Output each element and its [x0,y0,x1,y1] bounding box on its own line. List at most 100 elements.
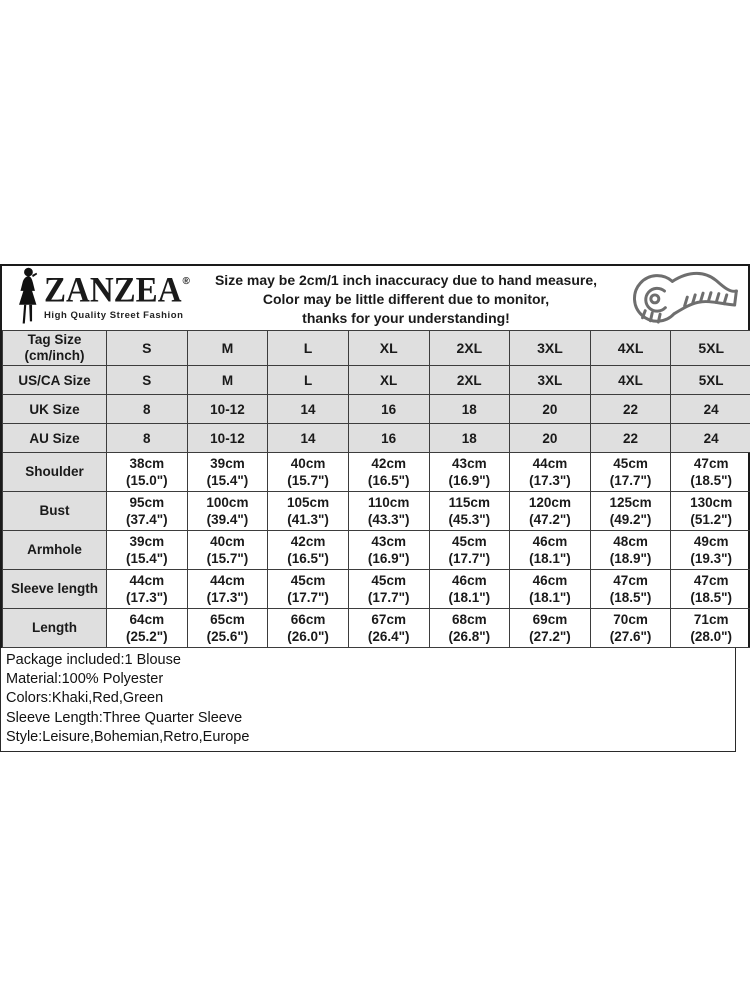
table-cell: 43cm (16.9") [428,452,511,492]
table-cell: 18 [428,423,511,453]
note-line: Package included:1 Blouse [6,652,181,668]
table-cell: 120cm (47.2") [509,491,591,531]
table-row: Length 64cm (25.2") 65cm (25.6") 66cm (26.0… [2,608,750,648]
table-row: US/CA Size S M L XL 2XL 3XL 4XL 5XL [2,365,750,395]
row-label: AU Size [2,423,107,453]
table-cell: 22 [589,394,672,424]
table-cell: 49cm (19.3") [670,530,750,570]
table-cell: 45cm (17.7") [347,569,430,609]
row-label: Length [2,608,107,648]
table-cell: 3XL [509,365,591,395]
table-cell: 115cm (45.3") [428,491,511,531]
row-label: Tag Size (cm/inch) [2,330,107,366]
table-cell: 45cm (17.7") [267,569,349,609]
table-cell: 43cm (16.9") [347,530,430,570]
table-cell: 100cm (39.4") [186,491,269,531]
table-cell: L [267,330,349,366]
size-table-body: Tag Size (cm/inch) S M L XL 2XL 3XL 4XL 5XL US/CA… [2,330,750,648]
table-cell: 40cm (15.7") [186,530,269,570]
table-cell: XL [347,365,430,395]
table-cell: 46cm (18.1") [509,530,591,570]
note-line: Style:Leisure,Bohemian,Retro,Europe [6,728,250,745]
header-strip: ZANZEA ® High Quality Street Fashion Siz… [2,266,748,330]
row-label: Armhole [2,530,107,570]
table-cell: 20 [509,394,591,424]
table-cell: 95cm (37.4") [106,491,188,531]
table-cell: 48cm (18.9") [589,530,672,570]
table-cell: 39cm (15.4") [186,452,269,492]
table-cell: 20 [509,423,591,453]
table-cell: 10-12 [186,394,269,424]
table-cell: 18 [428,394,511,424]
note-line: Material:100% Polyester [6,671,164,688]
table-cell: 10-12 [186,423,269,453]
table-row: UK Size 8 10-12 14 16 18 20 22 24 [2,394,750,424]
table-cell: 47cm (18.5") [670,452,750,492]
table-cell: 110cm (43.3") [347,491,430,531]
table-cell: 14 [267,423,349,453]
disclaimer-text: Size may be 2cm/1 inch inaccuracy due to… [210,269,602,328]
table-cell: 24 [670,394,750,424]
logo-text: ZANZEA ® High Quality Street Fashion [44,270,190,321]
table-cell: 44cm (17.3") [509,452,591,492]
table-cell: 46cm (18.1") [428,569,511,609]
table-cell: 71cm (28.0") [670,608,750,648]
size-table: Tag Size (cm/inch) S M L XL 2XL 3XL 4XL 5XL US/CA… [2,330,750,648]
table-cell: 105cm (41.3") [267,491,349,531]
table-row: Armhole 39cm (15.4") 40cm (15.7") 42cm (16.… [2,530,750,570]
table-cell: 3XL [509,330,591,366]
measuring-tape-icon [602,268,748,328]
registered-mark: ® [182,275,190,287]
table-cell: L [267,365,349,395]
table-cell: 45cm (17.7") [589,452,672,492]
brand-name: ZANZEA [44,270,182,310]
table-cell: 4XL [589,365,672,395]
table-cell: 39cm (15.4") [106,530,188,570]
table-cell: 65cm (25.6") [186,608,269,648]
chart-panel: ZANZEA ® High Quality Street Fashion Siz… [0,264,750,648]
table-cell: 69cm (27.2") [509,608,591,648]
notes-list: Package included:1 Blouse Material:100% P… [0,648,736,753]
table-cell: 8 [106,394,188,424]
table-cell: 42cm (16.5") [347,452,430,492]
table-cell: 22 [589,423,672,453]
table-cell: 44cm (17.3") [186,569,269,609]
row-label: Bust [2,491,107,531]
table-cell: 70cm (27.6") [589,608,672,648]
table-cell: 130cm (51.2") [670,491,750,531]
table-cell: 38cm (15.0") [106,452,188,492]
table-cell: 4XL [589,330,672,366]
table-cell: 64cm (25.2") [106,608,188,648]
table-row: Tag Size (cm/inch) S M L XL 2XL 3XL 4XL 5XL [2,330,750,366]
size-chart-sheet: ZANZEA ® High Quality Street Fashion Siz… [0,264,750,753]
disclaimer-line-3: thanks for your understanding! [302,309,510,326]
brand-logo: ZANZEA ® High Quality Street Fashion [2,267,210,330]
table-cell: 16 [347,394,430,424]
table-cell: 125cm (49.2") [589,491,672,531]
table-cell: 68cm (26.8") [428,608,511,648]
note-line: Colors:Khaki,Red,Green [6,690,164,707]
table-cell: 8 [106,423,188,453]
woman-silhouette-icon [12,267,42,330]
table-cell: 45cm (17.7") [428,530,511,570]
disclaimer-line-1: Size may be 2cm/1 inch inaccuracy due to… [214,271,598,288]
table-cell: S [106,365,188,395]
table-row: Bust 95cm (37.4") 100cm (39.4") 105cm (41.3… [2,491,750,531]
row-label: Shoulder [2,452,107,492]
table-row: AU Size 8 10-12 14 16 18 20 22 24 [2,423,750,453]
table-cell: 2XL [428,330,511,366]
table-row: Sleeve length 44cm (17.3") 44cm (17.3") 45c… [2,569,750,609]
table-cell: M [186,330,269,366]
table-cell: 40cm (15.7") [267,452,349,492]
table-cell: 42cm (16.5") [267,530,349,570]
table-cell: 44cm (17.3") [106,569,188,609]
brand-tagline: High Quality Street Fashion [44,309,184,321]
table-cell: 46cm (18.1") [509,569,591,609]
disclaimer-line-2: Color may be little different due to mon… [262,290,550,307]
row-label: US/CA Size [2,365,107,395]
table-cell: 67cm (26.4") [347,608,430,648]
table-row: Shoulder 38cm (15.0") 39cm (15.4") 40cm (15… [2,452,750,492]
note-line: Sleeve Length:Three Quarter Sleeve [6,709,243,726]
table-cell: 24 [670,423,750,453]
table-cell: 14 [267,394,349,424]
